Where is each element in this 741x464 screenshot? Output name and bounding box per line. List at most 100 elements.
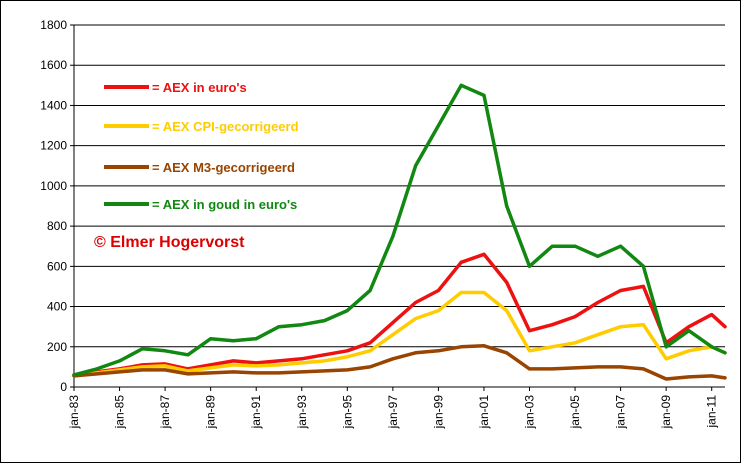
series-1-point	[323, 359, 326, 363]
series-2-point	[323, 369, 326, 373]
series-2-point	[573, 366, 577, 370]
series-3-point	[550, 244, 554, 248]
series-0-point	[231, 359, 235, 363]
series-1-point	[459, 291, 463, 294]
series-2-point	[391, 357, 395, 361]
series-1-point	[140, 365, 144, 369]
series-0-point	[459, 260, 463, 264]
x-tick-label: jan-11	[705, 395, 719, 429]
series-3-point	[414, 164, 418, 168]
x-tick-label: jan-97	[386, 395, 400, 430]
series-2-point	[254, 371, 258, 375]
series-2-point	[459, 345, 463, 349]
series-0-point	[436, 289, 440, 292]
y-tick-label: 1400	[40, 98, 67, 112]
series-3-point	[368, 289, 372, 292]
series-3-point	[186, 353, 190, 357]
series-2-point	[163, 368, 167, 372]
series-3-point	[118, 359, 122, 363]
series-1-point	[345, 355, 349, 359]
series-2-point	[186, 372, 190, 376]
series-2-point	[345, 368, 349, 372]
y-tick-label: 0	[60, 380, 67, 394]
series-3-point	[300, 323, 304, 327]
series-3-point	[436, 124, 440, 128]
series-3-point	[140, 347, 144, 351]
series-0-point	[505, 280, 509, 284]
series-0-point	[209, 363, 213, 367]
series-layer	[72, 83, 727, 381]
series-1-point	[254, 364, 258, 368]
series-2-point	[436, 349, 440, 353]
x-tick-label: jan-05	[568, 395, 582, 430]
series-0-point	[573, 315, 577, 319]
series-1-point	[573, 341, 577, 345]
x-tick-label: jan-99	[431, 395, 445, 430]
series-2-point	[140, 368, 144, 372]
x-tick-label: jan-07	[614, 395, 628, 430]
series-line-0	[72, 252, 727, 377]
y-tick-label: 1800	[40, 18, 67, 32]
series-3-point	[505, 204, 509, 208]
series-2-point	[619, 365, 623, 369]
series-3-point	[163, 349, 167, 353]
x-tick-label: jan-95	[340, 395, 354, 430]
series-1-point	[300, 361, 304, 365]
series-1-point	[186, 369, 190, 373]
series-3-point	[573, 244, 577, 248]
axes: 0 200 400 600 800 1000 1200 1400 1600 1800 jan-83 j…	[40, 18, 725, 429]
series-1-point	[619, 325, 623, 329]
series-2-point	[277, 371, 281, 375]
series-2-point	[550, 367, 554, 371]
series-1-point	[641, 323, 645, 327]
series-1-point	[687, 349, 691, 353]
x-tick-label: jan-03	[523, 395, 537, 430]
series-2-point	[482, 344, 486, 348]
series-1-point	[391, 333, 395, 337]
series-3-point	[95, 367, 99, 371]
series-0-point	[323, 353, 326, 357]
series-3-point	[209, 337, 213, 341]
series-1-point	[436, 309, 440, 313]
y-tick-label: 1600	[40, 58, 67, 72]
series-1-point	[277, 363, 281, 367]
series-2-point	[209, 371, 213, 375]
x-tick-label: jan-91	[249, 395, 263, 430]
series-3-point	[723, 351, 727, 355]
series-3-point	[459, 83, 463, 87]
series-1-point	[231, 363, 235, 367]
series-1-point	[596, 333, 600, 337]
x-tick-label: jan-83	[67, 395, 81, 430]
series-0-point	[528, 329, 531, 333]
series-0-point	[345, 349, 349, 353]
series-3-point	[641, 264, 645, 268]
series-0-point	[619, 289, 623, 292]
series-0-point	[391, 321, 395, 325]
series-0-point	[723, 325, 727, 329]
series-2-point	[414, 351, 418, 355]
legend-label-3: = AEX in goud in euro's	[152, 197, 297, 212]
series-2-point	[687, 375, 691, 379]
series-line-3	[72, 83, 727, 377]
series-1-point	[368, 349, 372, 353]
copyright-label: © Elmer Hogervorst	[94, 234, 245, 251]
y-tick-label: 800	[47, 219, 67, 233]
series-3-point	[664, 345, 668, 349]
series-0-point	[414, 301, 418, 304]
series-2-point	[596, 365, 600, 369]
x-tick-label: jan-89	[204, 395, 218, 430]
series-1-point	[482, 291, 486, 294]
series-2-point	[710, 374, 714, 378]
series-3-point	[619, 244, 623, 248]
series-2-point	[118, 370, 122, 374]
y-tick-label: 200	[47, 340, 67, 354]
series-3-point	[345, 309, 349, 313]
series-2-point	[723, 376, 727, 380]
series-0-point	[368, 341, 372, 345]
series-2-point	[368, 365, 372, 369]
series-2-point	[641, 367, 645, 371]
series-1-point	[414, 317, 418, 321]
series-3-point	[596, 254, 600, 258]
series-2-point	[664, 377, 668, 381]
series-1-point	[528, 349, 531, 353]
